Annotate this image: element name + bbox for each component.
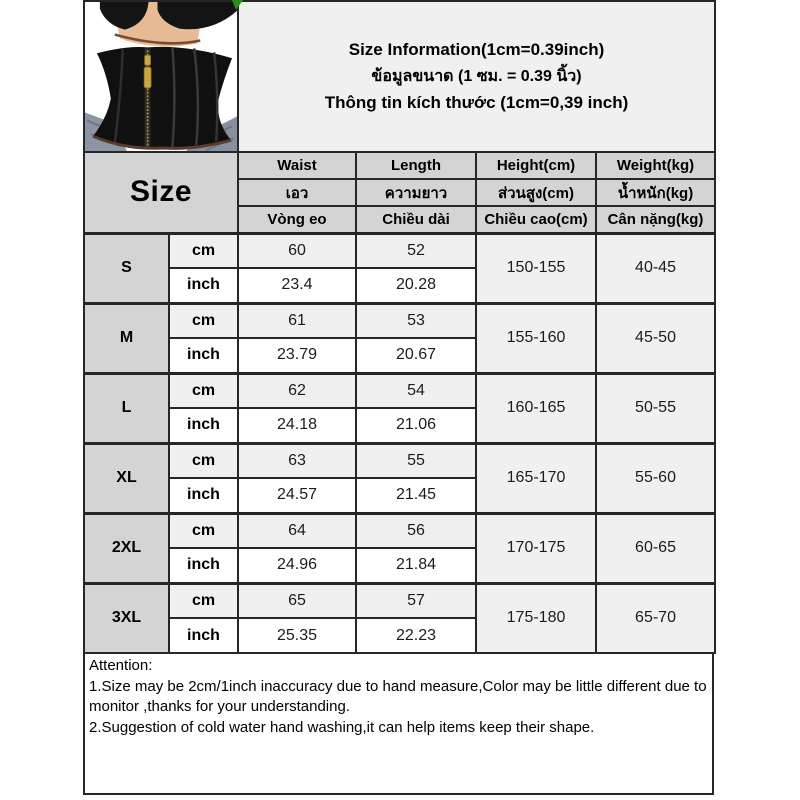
waist-trainer-product-image	[86, 3, 236, 150]
height-range: 155-160	[475, 301, 597, 374]
header-waist-vi: Vòng eo	[237, 205, 357, 234]
waist-cm-value: 61	[237, 301, 357, 339]
header-waist-en: Waist	[237, 151, 357, 180]
unit-label-cm: cm	[168, 581, 239, 619]
attention-heading: Attention:	[89, 657, 153, 674]
weight-range: 40-45	[594, 231, 717, 304]
unit-label-cm: cm	[168, 511, 239, 549]
attention-box: Attention: 1.Size may be 2cm/1inch inacc…	[83, 654, 714, 795]
waist-inch-value: 24.57	[237, 477, 357, 514]
size-chart-sheet: Size Information(1cm=0.39inch) ข้อมูลขนา…	[83, 0, 717, 795]
waist-inch-value: 25.35	[237, 617, 357, 654]
length-inch-value: 22.23	[355, 617, 477, 654]
size-label: M	[83, 301, 170, 374]
waist-cm-value: 64	[237, 511, 357, 549]
header-length-th: ความยาว	[355, 178, 477, 207]
size-label: 3XL	[83, 581, 170, 654]
unit-label-cm: cm	[168, 301, 239, 339]
weight-range: 65-70	[594, 581, 717, 654]
unit-label-cm: cm	[168, 371, 239, 409]
unit-label-inch: inch	[168, 407, 239, 444]
unit-label-inch: inch	[168, 477, 239, 514]
size-info-title: Size Information(1cm=0.39inch) ข้อมูลขนา…	[236, 0, 717, 153]
header-waist-th: เอว	[237, 178, 357, 207]
length-inch-value: 20.28	[355, 267, 477, 304]
length-inch-value: 21.84	[355, 547, 477, 584]
length-cm-value: 53	[355, 301, 477, 339]
size-corner-header: Size	[83, 151, 239, 234]
length-cm-value: 52	[355, 231, 477, 269]
attention-item-1: 1.Size may be 2cm/1inch inaccuracy due t…	[89, 677, 707, 716]
length-inch-value: 21.45	[355, 477, 477, 514]
waist-cm-value: 62	[237, 371, 357, 409]
size-chart-table: Size Information(1cm=0.39inch) ข้อมูลขนา…	[83, 0, 717, 654]
waist-inch-value: 23.79	[237, 337, 357, 374]
waist-cm-value: 60	[237, 231, 357, 269]
weight-range: 60-65	[594, 511, 717, 584]
waist-inch-value: 24.96	[237, 547, 357, 584]
waist-cm-value: 63	[237, 441, 357, 479]
weight-range: 50-55	[594, 371, 717, 444]
size-label: XL	[83, 441, 170, 514]
height-range: 165-170	[475, 441, 597, 514]
title-english: Size Information(1cm=0.39inch)	[348, 40, 605, 60]
height-range: 175-180	[475, 581, 597, 654]
header-height-th: ส่วนสูง(cm)	[475, 178, 597, 207]
unit-label-inch: inch	[168, 267, 239, 304]
green-triangle-marker	[232, 0, 243, 10]
waist-cm-value: 65	[237, 581, 357, 619]
height-range: 160-165	[475, 371, 597, 444]
unit-label-inch: inch	[168, 337, 239, 374]
waist-inch-value: 23.4	[237, 267, 357, 304]
size-label: L	[83, 371, 170, 444]
size-label: 2XL	[83, 511, 170, 584]
length-inch-value: 21.06	[355, 407, 477, 444]
unit-label-cm: cm	[168, 441, 239, 479]
size-label: S	[83, 231, 170, 304]
length-cm-value: 56	[355, 511, 477, 549]
height-range: 170-175	[475, 511, 597, 584]
waist-inch-value: 24.18	[237, 407, 357, 444]
title-thai: ข้อมูลขนาด (1 ซม. = 0.39 นิ้ว)	[371, 67, 582, 85]
header-weight-vi: Cân nặng(kg)	[594, 205, 717, 234]
weight-range: 45-50	[594, 301, 717, 374]
length-cm-value: 55	[355, 441, 477, 479]
weight-range: 55-60	[594, 441, 717, 514]
length-cm-value: 57	[355, 581, 477, 619]
header-weight-th: น้ำหนัก(kg)	[594, 178, 717, 207]
unit-label-inch: inch	[168, 617, 239, 654]
length-cm-value: 54	[355, 371, 477, 409]
header-length-en: Length	[355, 151, 477, 180]
header-weight-en: Weight(kg)	[594, 151, 717, 180]
header-length-vi: Chiều dài	[355, 205, 477, 234]
header-height-en: Height(cm)	[475, 151, 597, 180]
title-vietnamese: Thông tin kích thước (1cm=0,39 inch)	[324, 93, 629, 113]
unit-label-cm: cm	[168, 231, 239, 269]
attention-item-2: 2.Suggestion of cold water hand washing,…	[89, 719, 595, 737]
product-photo-cell	[83, 0, 239, 153]
unit-label-inch: inch	[168, 547, 239, 584]
height-range: 150-155	[475, 231, 597, 304]
length-inch-value: 20.67	[355, 337, 477, 374]
header-height-vi: Chiều cao(cm)	[475, 205, 597, 234]
